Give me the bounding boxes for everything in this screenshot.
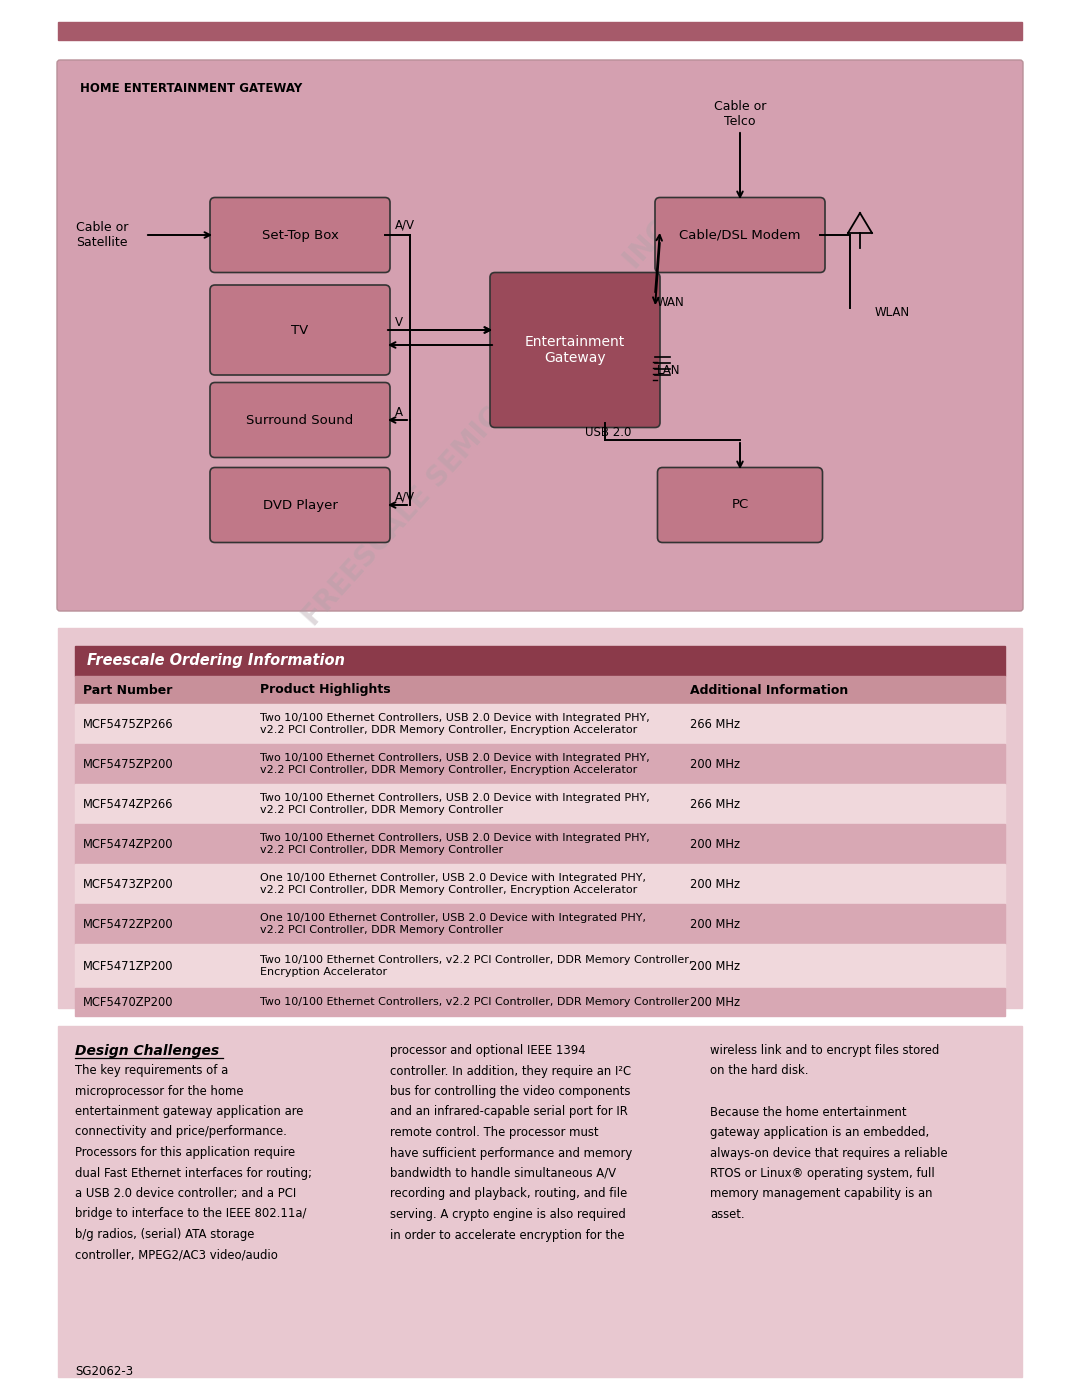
Bar xyxy=(75,784,1005,824)
Text: controller, MPEG2/AC3 video/audio: controller, MPEG2/AC3 video/audio xyxy=(75,1249,278,1261)
Text: connectivity and price/performance.: connectivity and price/performance. xyxy=(75,1126,287,1139)
Bar xyxy=(75,704,1005,745)
Text: on the hard disk.: on the hard disk. xyxy=(710,1065,809,1077)
Bar xyxy=(58,22,1022,41)
Bar xyxy=(75,824,1005,863)
Text: entertainment gateway application are: entertainment gateway application are xyxy=(75,1105,303,1118)
Text: MCF5471ZP200: MCF5471ZP200 xyxy=(83,960,174,972)
Bar xyxy=(75,988,1005,1016)
Text: Freescale Ordering Information: Freescale Ordering Information xyxy=(87,654,345,669)
Text: Part Number: Part Number xyxy=(83,683,173,697)
Text: controller. In addition, they require an I²C: controller. In addition, they require an… xyxy=(390,1065,631,1077)
Text: DVD Player: DVD Player xyxy=(262,499,337,511)
Text: 266 MHz: 266 MHz xyxy=(690,798,740,810)
Text: MCF5475ZP266: MCF5475ZP266 xyxy=(83,718,174,731)
Text: 200 MHz: 200 MHz xyxy=(690,960,740,972)
Text: RTOS or Linux® operating system, full: RTOS or Linux® operating system, full xyxy=(710,1166,935,1180)
Text: One 10/100 Ethernet Controller, USB 2.0 Device with Integrated PHY,
v2.2 PCI Con: One 10/100 Ethernet Controller, USB 2.0 … xyxy=(260,912,646,936)
Text: always-on device that requires a reliable: always-on device that requires a reliabl… xyxy=(710,1147,947,1160)
Text: b/g radios, (serial) ATA storage: b/g radios, (serial) ATA storage xyxy=(75,1228,255,1241)
Bar xyxy=(75,745,1005,784)
Text: MCF5474ZP200: MCF5474ZP200 xyxy=(83,837,174,851)
FancyBboxPatch shape xyxy=(210,468,390,542)
Text: microprocessor for the home: microprocessor for the home xyxy=(75,1084,243,1098)
Text: Surround Sound: Surround Sound xyxy=(246,414,353,426)
Text: Because the home entertainment: Because the home entertainment xyxy=(710,1105,906,1119)
Text: have sufficient performance and memory: have sufficient performance and memory xyxy=(390,1147,632,1160)
Text: recording and playback, routing, and file: recording and playback, routing, and fil… xyxy=(390,1187,627,1200)
Text: USB 2.0: USB 2.0 xyxy=(585,426,632,439)
Bar xyxy=(75,676,1005,704)
Text: V: V xyxy=(395,316,403,328)
Text: WAN: WAN xyxy=(657,296,685,309)
Text: A: A xyxy=(395,405,403,419)
Bar xyxy=(75,645,1005,676)
Text: processor and optional IEEE 1394: processor and optional IEEE 1394 xyxy=(390,1044,585,1058)
FancyBboxPatch shape xyxy=(57,60,1023,610)
Text: 200 MHz: 200 MHz xyxy=(690,837,740,851)
Text: asset.: asset. xyxy=(710,1208,744,1221)
Text: Additional Information: Additional Information xyxy=(690,683,848,697)
Text: Two 10/100 Ethernet Controllers, USB 2.0 Device with Integrated PHY,
v2.2 PCI Co: Two 10/100 Ethernet Controllers, USB 2.0… xyxy=(260,833,650,855)
Text: One 10/100 Ethernet Controller, USB 2.0 Device with Integrated PHY,
v2.2 PCI Con: One 10/100 Ethernet Controller, USB 2.0 … xyxy=(260,873,646,895)
Bar xyxy=(58,629,1022,1009)
Text: and an infrared-capable serial port for IR: and an infrared-capable serial port for … xyxy=(390,1105,627,1119)
FancyBboxPatch shape xyxy=(490,272,660,427)
FancyBboxPatch shape xyxy=(210,383,390,457)
Text: SG2062-3: SG2062-3 xyxy=(75,1365,133,1377)
Text: Design Challenges: Design Challenges xyxy=(75,1044,219,1058)
Text: TV: TV xyxy=(292,324,309,337)
Text: Processors for this application require: Processors for this application require xyxy=(75,1146,295,1160)
FancyBboxPatch shape xyxy=(654,197,825,272)
Text: wireless link and to encrypt files stored: wireless link and to encrypt files store… xyxy=(710,1044,940,1058)
Text: 200 MHz: 200 MHz xyxy=(690,918,740,930)
Text: Entertainment
Gateway: Entertainment Gateway xyxy=(525,335,625,365)
Bar xyxy=(75,944,1005,988)
Text: MCF5472ZP200: MCF5472ZP200 xyxy=(83,918,174,930)
Text: PC: PC xyxy=(731,499,748,511)
Bar xyxy=(58,1025,1022,1377)
Text: a USB 2.0 device controller; and a PCI: a USB 2.0 device controller; and a PCI xyxy=(75,1187,296,1200)
Text: 266 MHz: 266 MHz xyxy=(690,718,740,731)
Text: dual Fast Ethernet interfaces for routing;: dual Fast Ethernet interfaces for routin… xyxy=(75,1166,312,1179)
Bar xyxy=(75,904,1005,944)
Text: bandwidth to handle simultaneous A/V: bandwidth to handle simultaneous A/V xyxy=(390,1166,616,1180)
Text: MCF5475ZP200: MCF5475ZP200 xyxy=(83,757,174,771)
FancyBboxPatch shape xyxy=(658,468,823,542)
Text: in order to accelerate encryption for the: in order to accelerate encryption for th… xyxy=(390,1228,624,1242)
Text: remote control. The processor must: remote control. The processor must xyxy=(390,1126,598,1139)
Text: bridge to interface to the IEEE 802.11a/: bridge to interface to the IEEE 802.11a/ xyxy=(75,1207,307,1221)
Text: A/V: A/V xyxy=(395,490,415,503)
Text: memory management capability is an: memory management capability is an xyxy=(710,1187,932,1200)
Text: Product Highlights: Product Highlights xyxy=(260,683,391,697)
Text: LAN: LAN xyxy=(657,363,680,377)
Text: gateway application is an embedded,: gateway application is an embedded, xyxy=(710,1126,929,1139)
Text: HOME ENTERTAINMENT GATEWAY: HOME ENTERTAINMENT GATEWAY xyxy=(80,82,302,95)
Text: 200 MHz: 200 MHz xyxy=(690,757,740,771)
Text: A/V: A/V xyxy=(395,218,415,232)
Text: Two 10/100 Ethernet Controllers, v2.2 PCI Controller, DDR Memory Controller,
Enc: Two 10/100 Ethernet Controllers, v2.2 PC… xyxy=(260,954,692,978)
Text: FREESCALE SEMICONDUCTOR, INC.: FREESCALE SEMICONDUCTOR, INC. xyxy=(297,208,683,631)
Text: MCF5474ZP266: MCF5474ZP266 xyxy=(83,798,174,810)
FancyBboxPatch shape xyxy=(210,197,390,272)
Text: Two 10/100 Ethernet Controllers, v2.2 PCI Controller, DDR Memory Controller: Two 10/100 Ethernet Controllers, v2.2 PC… xyxy=(260,997,689,1007)
Text: Cable or
Satellite: Cable or Satellite xyxy=(76,221,129,249)
Text: MCF5470ZP200: MCF5470ZP200 xyxy=(83,996,174,1009)
Text: Set-Top Box: Set-Top Box xyxy=(261,229,338,242)
Text: WLAN: WLAN xyxy=(875,306,910,319)
Text: MCF5473ZP200: MCF5473ZP200 xyxy=(83,877,174,890)
Text: Two 10/100 Ethernet Controllers, USB 2.0 Device with Integrated PHY,
v2.2 PCI Co: Two 10/100 Ethernet Controllers, USB 2.0… xyxy=(260,792,650,816)
Text: 200 MHz: 200 MHz xyxy=(690,877,740,890)
Text: Two 10/100 Ethernet Controllers, USB 2.0 Device with Integrated PHY,
v2.2 PCI Co: Two 10/100 Ethernet Controllers, USB 2.0… xyxy=(260,753,650,775)
FancyBboxPatch shape xyxy=(210,285,390,374)
Text: serving. A crypto engine is also required: serving. A crypto engine is also require… xyxy=(390,1208,625,1221)
Text: bus for controlling the video components: bus for controlling the video components xyxy=(390,1085,631,1098)
Text: 200 MHz: 200 MHz xyxy=(690,996,740,1009)
Text: Cable or
Telco: Cable or Telco xyxy=(714,101,766,129)
Text: Cable/DSL Modem: Cable/DSL Modem xyxy=(679,229,800,242)
Text: Two 10/100 Ethernet Controllers, USB 2.0 Device with Integrated PHY,
v2.2 PCI Co: Two 10/100 Ethernet Controllers, USB 2.0… xyxy=(260,712,650,735)
Text: The key requirements of a: The key requirements of a xyxy=(75,1065,228,1077)
Bar xyxy=(75,863,1005,904)
